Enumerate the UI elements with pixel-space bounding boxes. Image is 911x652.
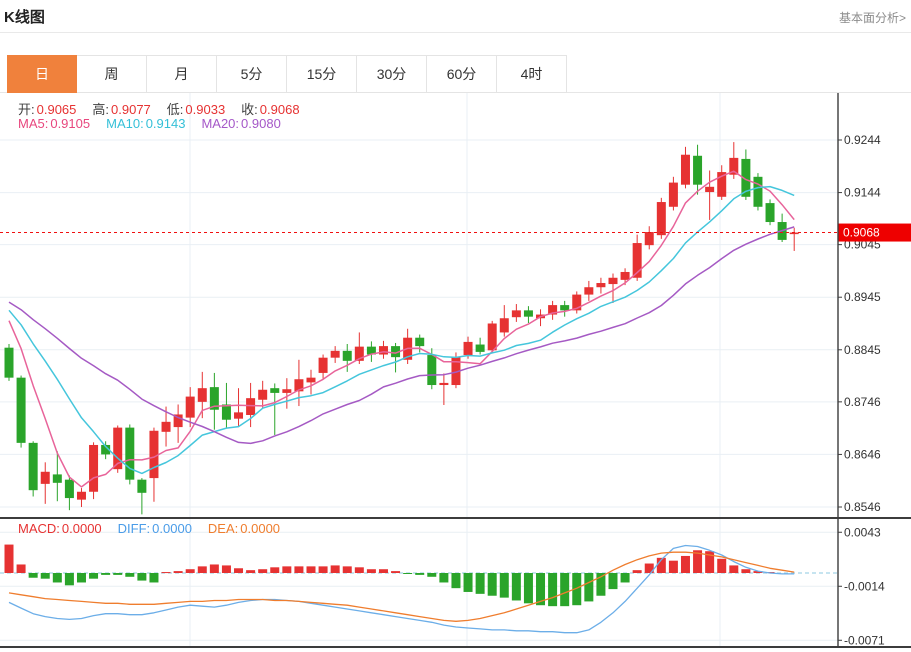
svg-text:-0.0014: -0.0014 [844,579,885,593]
legend-item: DEA: 0.0000 [207,521,281,536]
svg-text:-0.0071: -0.0071 [844,633,885,647]
diff-line [8,544,795,634]
price-axis: 0.92440.91440.90450.89450.88450.87460.86… [838,133,885,647]
legend-item: DIFF: 0.0000 [117,521,192,536]
svg-text:0.8845: 0.8845 [844,343,881,357]
ma-legend: MA5: 0.9105 MA10: 0.9143 MA20: 0.9080 [18,116,297,131]
timeframe-tabs: 日周月 5分 15分 30分 60分 4时 [7,55,567,93]
tab-week[interactable]: 周 [77,55,147,93]
tab-4hour[interactable]: 4时 [497,55,567,93]
tab-15min[interactable]: 15分 [287,55,357,93]
legend-item: MA10: 0.9143 [106,116,186,131]
candles [4,142,799,515]
ma5-line [8,170,795,488]
svg-text:0.8945: 0.8945 [844,290,881,304]
tab-month[interactable]: 月 [147,55,217,93]
svg-text:0.9144: 0.9144 [844,186,881,200]
header-divider [0,32,911,33]
tab-5min[interactable]: 5分 [217,55,287,93]
tab-30min[interactable]: 30分 [357,55,427,93]
gridlines [0,93,838,648]
tab-60min[interactable]: 60分 [427,55,497,93]
dea-line [8,551,795,622]
legend-item: MA5: 0.9105 [18,116,91,131]
macd-legend: MACD: 0.0000 DIFF: 0.0000 DEA: 0.0000 [18,521,296,536]
svg-text:0.0043: 0.0043 [844,525,881,539]
legend-item: 开: 0.9065 [18,102,77,117]
legend-item: 低: 0.9033 [166,102,226,117]
ma10-line [8,185,795,475]
svg-text:0.8546: 0.8546 [844,500,881,514]
svg-text:0.9244: 0.9244 [844,133,881,147]
kline-chart[interactable]: 0.92440.91440.90450.89450.88450.87460.86… [0,93,911,652]
legend-item: 收: 0.9068 [241,102,300,117]
ohlc-legend: 开: 0.9065 高: 0.9077 低: 0.9033 收: 0.9068 [18,99,316,118]
fundamental-analysis-link[interactable]: 基本面分析> [838,11,906,25]
legend-item: MA20: 0.9080 [201,116,281,131]
tab-day[interactable]: 日 [7,55,77,93]
ma20-line [8,226,795,445]
legend-item: 高: 0.9077 [92,102,151,117]
legend-item: MACD: 0.0000 [18,521,102,536]
svg-text:0.8646: 0.8646 [844,447,881,461]
svg-text:0.8746: 0.8746 [844,395,881,409]
current-price-badge: 0.9068 [838,223,911,242]
svg-text:0.9068: 0.9068 [843,226,880,240]
page-title: K线图 [4,9,45,26]
